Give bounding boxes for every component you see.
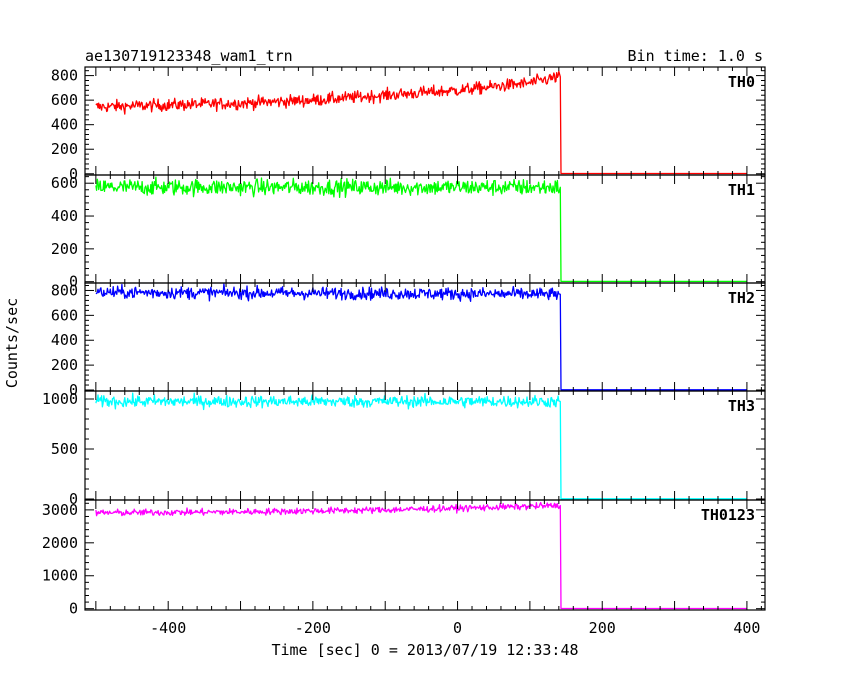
y-tick-label: 1000 [42, 390, 78, 408]
x-tick-label: -400 [150, 619, 186, 637]
y-tick-label: 400 [51, 207, 78, 225]
series-line-th1 [95, 176, 747, 283]
panel-th1: 0 200 400 600 TH1 [51, 174, 766, 291]
panel-label: TH2 [728, 289, 755, 307]
x-tick-label: 200 [589, 619, 616, 637]
series-line-th0 [95, 70, 747, 175]
panel-label: TH3 [728, 397, 755, 415]
y-tick-label: 2000 [42, 534, 78, 552]
y-tick-label: 0 [69, 381, 78, 399]
chart-title: ae130719123348_wam1_trn [85, 47, 293, 65]
panel-th0123: 0 1000 2000 3000 TH0123 [42, 499, 766, 618]
panel-label: TH0123 [701, 506, 755, 524]
x-tick-label: 0 [453, 619, 462, 637]
chart-subtitle: Bin time: 1.0 s [628, 47, 763, 65]
y-tick-label: 400 [51, 116, 78, 134]
series-line-th0123 [95, 501, 747, 610]
y-tick-label: 0 [69, 600, 78, 618]
x-tick-label: -200 [295, 619, 331, 637]
panel-th3: 0 500 1000 TH3 [42, 390, 766, 508]
y-tick-label: 200 [51, 240, 78, 258]
series-line-th3 [95, 392, 747, 500]
y-axis-label: Counts/sec [3, 298, 21, 388]
y-tick-label: 600 [51, 91, 78, 109]
y-tick-label: 400 [51, 331, 78, 349]
x-axis-label: Time [sec] 0 = 2013/07/19 12:33:48 [271, 641, 578, 659]
panel-frame [84, 390, 766, 501]
y-tick-label: 600 [51, 174, 78, 192]
y-tick-label: 3000 [42, 501, 78, 519]
y-tick-label: 600 [51, 306, 78, 324]
y-tick-label: 0 [69, 490, 78, 508]
panels-group: 0 200 400 600 800 TH0 0 200 400 600 TH1 0 200 400 600 8… [42, 66, 766, 637]
y-tick-label: 0 [69, 165, 78, 183]
panel-label: TH0 [728, 73, 755, 91]
panel-th0: 0 200 400 600 800 TH0 [51, 66, 766, 183]
series-line-th2 [95, 283, 747, 391]
panel-frame [84, 282, 766, 392]
y-tick-label: 0 [69, 273, 78, 291]
y-tick-label: 800 [51, 281, 78, 299]
y-tick-label: 200 [51, 140, 78, 158]
y-tick-label: 800 [51, 67, 78, 85]
panel-frame [84, 499, 766, 611]
y-tick-label: 1000 [42, 567, 78, 585]
panel-th2: 0 200 400 600 800 TH2 [51, 281, 766, 399]
panel-label: TH1 [728, 181, 755, 199]
y-tick-label: 500 [51, 440, 78, 458]
x-tick-label: 400 [733, 619, 760, 637]
y-tick-label: 200 [51, 356, 78, 374]
panel-frame [84, 66, 766, 176]
